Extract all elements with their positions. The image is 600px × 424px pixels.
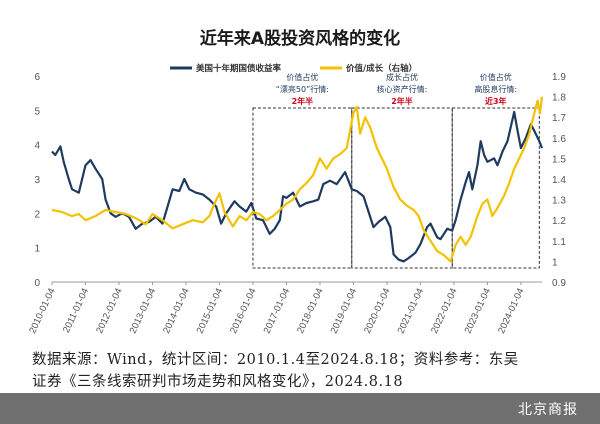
x-axis-tick-label: 2011-01-04 <box>61 287 91 335</box>
series-line-us-10y-yield <box>51 110 544 263</box>
left-axis-tick-label: 0 <box>34 278 40 289</box>
x-axis-tick-label: 2019-01-04 <box>329 287 360 336</box>
legend-label: 价值/成长（右轴） <box>346 63 417 74</box>
annotation-box <box>252 107 353 269</box>
source-note-line-2: 证券《三条线索研判市场走势和风格变化》，2024.8.18 <box>32 374 404 390</box>
x-axis-tick-label: 2010-01-04 <box>27 287 58 336</box>
annotation-box <box>351 107 453 269</box>
footer-bar: 北京商报 <box>0 393 600 424</box>
right-axis-tick-label: 1.7 <box>552 113 566 124</box>
series-line-value-growth <box>51 96 544 263</box>
x-axis-tick-label: 2023-01-04 <box>463 287 494 336</box>
annotation-duration: 2年半 <box>292 96 314 106</box>
right-axis-tick-label: 1.3 <box>552 196 566 207</box>
right-axis-tick-label: 1 <box>552 257 558 268</box>
right-axis-tick-label: 1.1 <box>552 237 566 248</box>
x-axis-tick-label: 2016-01-04 <box>228 287 259 336</box>
annotation-line-1: 价值占优 <box>286 72 318 82</box>
right-axis-tick-label: 1.5 <box>552 154 566 165</box>
x-axis-tick-label: 2018-01-04 <box>295 287 326 336</box>
x-axis-tick-label: 2013-01-04 <box>128 287 159 336</box>
legend-label: 美国十年期国债收益率 <box>196 63 282 74</box>
right-axis-tick-label: 1.6 <box>552 134 566 145</box>
footer-brand: 北京商报 <box>518 402 578 418</box>
annotation-line-2: “漂亮50”行情: <box>276 84 329 94</box>
left-axis-tick-label: 4 <box>34 141 40 152</box>
right-axis-tick-label: 1.8 <box>552 93 566 104</box>
annotation-line-2: 高股息行情: <box>474 84 517 94</box>
x-axis-tick-label: 2014-01-04 <box>161 287 192 336</box>
x-axis-tick-label: 2022-01-04 <box>429 287 460 336</box>
x-axis-tick-label: 2024-01-04 <box>496 287 527 336</box>
annotation-duration: 近3年 <box>485 96 507 106</box>
x-axis-tick-label: 2015-01-04 <box>195 287 226 336</box>
source-note-line-1: 数据来源：Wind，统计区间：2010.1.4至2024.8.18；资料参考：东… <box>32 352 519 368</box>
right-axis-tick-label: 1.4 <box>552 175 566 186</box>
x-axis-tick-label: 2012-01-04 <box>94 287 125 336</box>
annotation-line-1: 价值占优 <box>480 72 512 82</box>
left-axis-tick-label: 3 <box>34 175 40 186</box>
chart-title: 近年来A股投资风格的变化 <box>199 29 401 49</box>
left-axis-tick-label: 6 <box>34 72 40 83</box>
left-axis-tick-label: 5 <box>34 106 40 117</box>
annotation-duration: 2年半 <box>391 96 413 106</box>
left-axis-tick-label: 2 <box>34 209 40 220</box>
annotation-line-1: 成长占优 <box>386 72 418 82</box>
x-axis-tick-label: 2017-01-04 <box>262 287 293 336</box>
x-axis-tick-label: 2021-01-04 <box>396 287 427 336</box>
left-axis-tick-label: 1 <box>34 244 40 255</box>
annotation-box <box>451 107 540 269</box>
right-axis-tick-label: 1.2 <box>552 216 566 227</box>
x-axis-tick-label: 2020-01-04 <box>362 287 393 336</box>
right-axis-tick-label: 1.9 <box>552 72 566 83</box>
annotation-line-2: 核心资产行情: <box>377 84 428 94</box>
right-axis-tick-label: 0.9 <box>552 278 566 289</box>
